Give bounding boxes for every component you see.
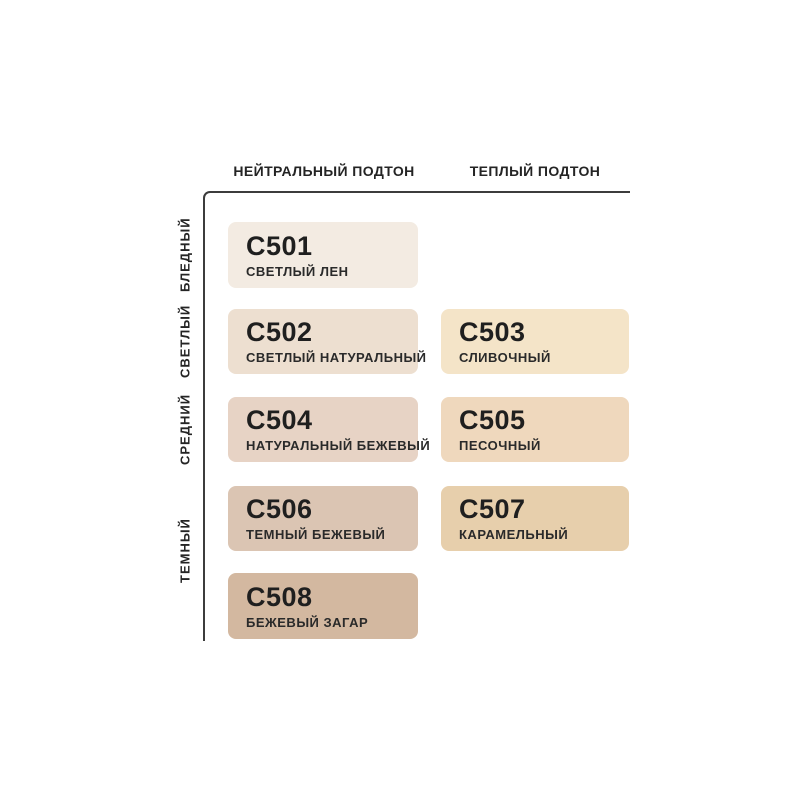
- shade-name: СЛИВОЧНЫЙ: [459, 350, 551, 365]
- shade-code: C503: [459, 317, 526, 347]
- shade-code: C502: [246, 317, 313, 347]
- shade-name: ПЕСОЧНЫЙ: [459, 438, 541, 453]
- column-header-neutral-undertone: НЕЙТРАЛЬНЫЙ ПОДТОН: [233, 163, 415, 179]
- row-label-dark: ТЕМНЫЙ: [177, 518, 193, 584]
- shade-code: C506: [246, 494, 313, 524]
- swatch-c507: C507 КАРАМЕЛЬНЫЙ: [441, 486, 629, 551]
- swatch-c504: C504 НАТУРАЛЬНЫЙ БЕЖЕВЫЙ: [228, 397, 431, 462]
- shade-name: СВЕТЛЫЙ ЛЕН: [246, 263, 349, 279]
- swatch-c505: C505 ПЕСОЧНЫЙ: [441, 397, 629, 462]
- swatch-c508: C508 БЕЖЕВЫЙ ЗАГАР: [228, 573, 418, 639]
- shade-name: НАТУРАЛЬНЫЙ БЕЖЕВЫЙ: [246, 438, 431, 453]
- swatch-c502: C502 СВЕТЛЫЙ НАТУРАЛЬНЫЙ: [228, 309, 427, 374]
- shade-name: КАРАМЕЛЬНЫЙ: [459, 527, 569, 542]
- shade-code: C507: [459, 494, 526, 524]
- row-label-light: СВЕТЛЫЙ: [177, 304, 193, 379]
- swatch-c501: C501 СВЕТЛЫЙ ЛЕН: [228, 222, 418, 288]
- swatch-c503: C503 СЛИВОЧНЫЙ: [441, 309, 629, 374]
- row-label-pale: БЛЕДНЫЙ: [177, 217, 193, 293]
- column-header-warm-undertone: ТЕПЛЫЙ ПОДТОН: [469, 163, 601, 179]
- shade-name: БЕЖЕВЫЙ ЗАГАР: [246, 614, 369, 630]
- shade-code: C505: [459, 405, 526, 435]
- shade-code: C504: [246, 405, 313, 435]
- shade-name: ТЕМНЫЙ БЕЖЕВЫЙ: [246, 527, 386, 542]
- shade-code: C508: [246, 581, 313, 612]
- swatch-c506: C506 ТЕМНЫЙ БЕЖЕВЫЙ: [228, 486, 418, 551]
- row-label-medium: СРЕДНИЙ: [177, 393, 193, 466]
- shade-code: C501: [246, 230, 313, 261]
- shade-name: СВЕТЛЫЙ НАТУРАЛЬНЫЙ: [246, 350, 427, 365]
